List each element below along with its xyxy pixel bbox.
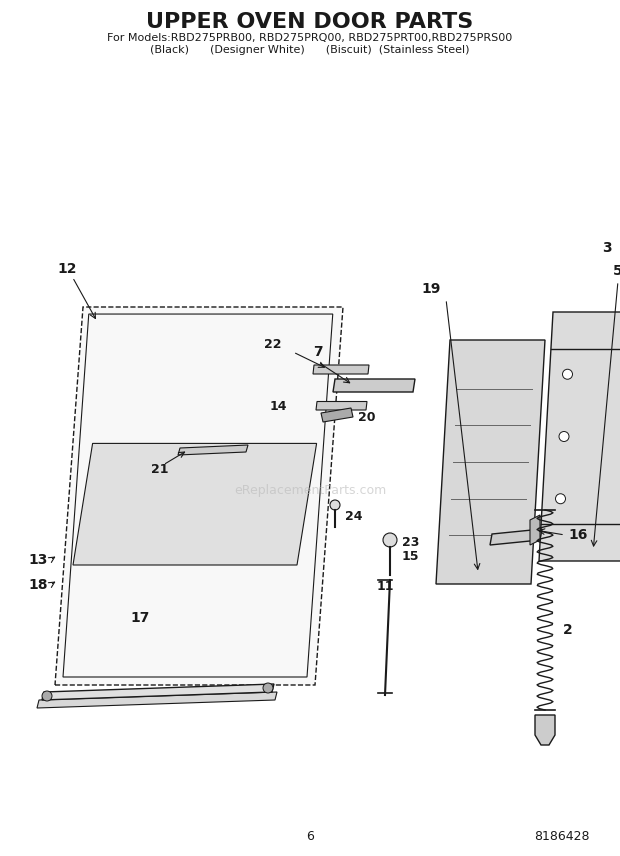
Polygon shape — [539, 312, 620, 561]
Text: 13: 13 — [29, 553, 48, 567]
Text: 24: 24 — [345, 510, 363, 524]
Polygon shape — [313, 365, 369, 374]
Polygon shape — [37, 692, 277, 708]
Polygon shape — [333, 379, 415, 392]
Text: 6: 6 — [306, 829, 314, 842]
Polygon shape — [490, 529, 542, 545]
Text: 2: 2 — [563, 623, 573, 637]
Circle shape — [383, 533, 397, 547]
Polygon shape — [530, 515, 540, 545]
Circle shape — [562, 369, 572, 379]
Text: eReplacementParts.com: eReplacementParts.com — [234, 484, 386, 496]
Text: (Black)      (Designer White)      (Biscuit)  (Stainless Steel): (Black) (Designer White) (Biscuit) (Stai… — [150, 45, 470, 55]
Text: 17: 17 — [130, 611, 149, 625]
Text: 3: 3 — [602, 241, 612, 255]
Text: 16: 16 — [568, 528, 587, 542]
Circle shape — [559, 431, 569, 442]
Text: 14: 14 — [269, 400, 286, 413]
Text: 12: 12 — [58, 262, 77, 276]
Text: 22: 22 — [264, 337, 281, 350]
Circle shape — [42, 691, 52, 701]
Text: 5: 5 — [613, 264, 620, 278]
Polygon shape — [535, 715, 555, 745]
Text: 11: 11 — [376, 580, 394, 593]
Polygon shape — [55, 307, 343, 685]
Text: 7: 7 — [313, 345, 323, 359]
Circle shape — [263, 683, 273, 693]
Text: UPPER OVEN DOOR PARTS: UPPER OVEN DOOR PARTS — [146, 12, 474, 32]
Circle shape — [330, 500, 340, 510]
Polygon shape — [73, 443, 317, 565]
Polygon shape — [42, 684, 274, 700]
Polygon shape — [321, 408, 353, 422]
Text: For Models:RBD275PRB00, RBD275PRQ00, RBD275PRT00,RBD275PRS00: For Models:RBD275PRB00, RBD275PRQ00, RBD… — [107, 33, 513, 43]
Text: 23: 23 — [402, 537, 419, 550]
Text: 8186428: 8186428 — [534, 829, 590, 842]
Polygon shape — [178, 445, 248, 455]
Text: 21: 21 — [151, 462, 169, 475]
Text: 19: 19 — [422, 282, 441, 296]
Circle shape — [556, 494, 565, 503]
Text: 15: 15 — [402, 550, 420, 563]
Polygon shape — [436, 340, 545, 584]
Polygon shape — [316, 401, 367, 410]
Text: 18: 18 — [29, 578, 48, 592]
Text: 20: 20 — [358, 411, 376, 424]
